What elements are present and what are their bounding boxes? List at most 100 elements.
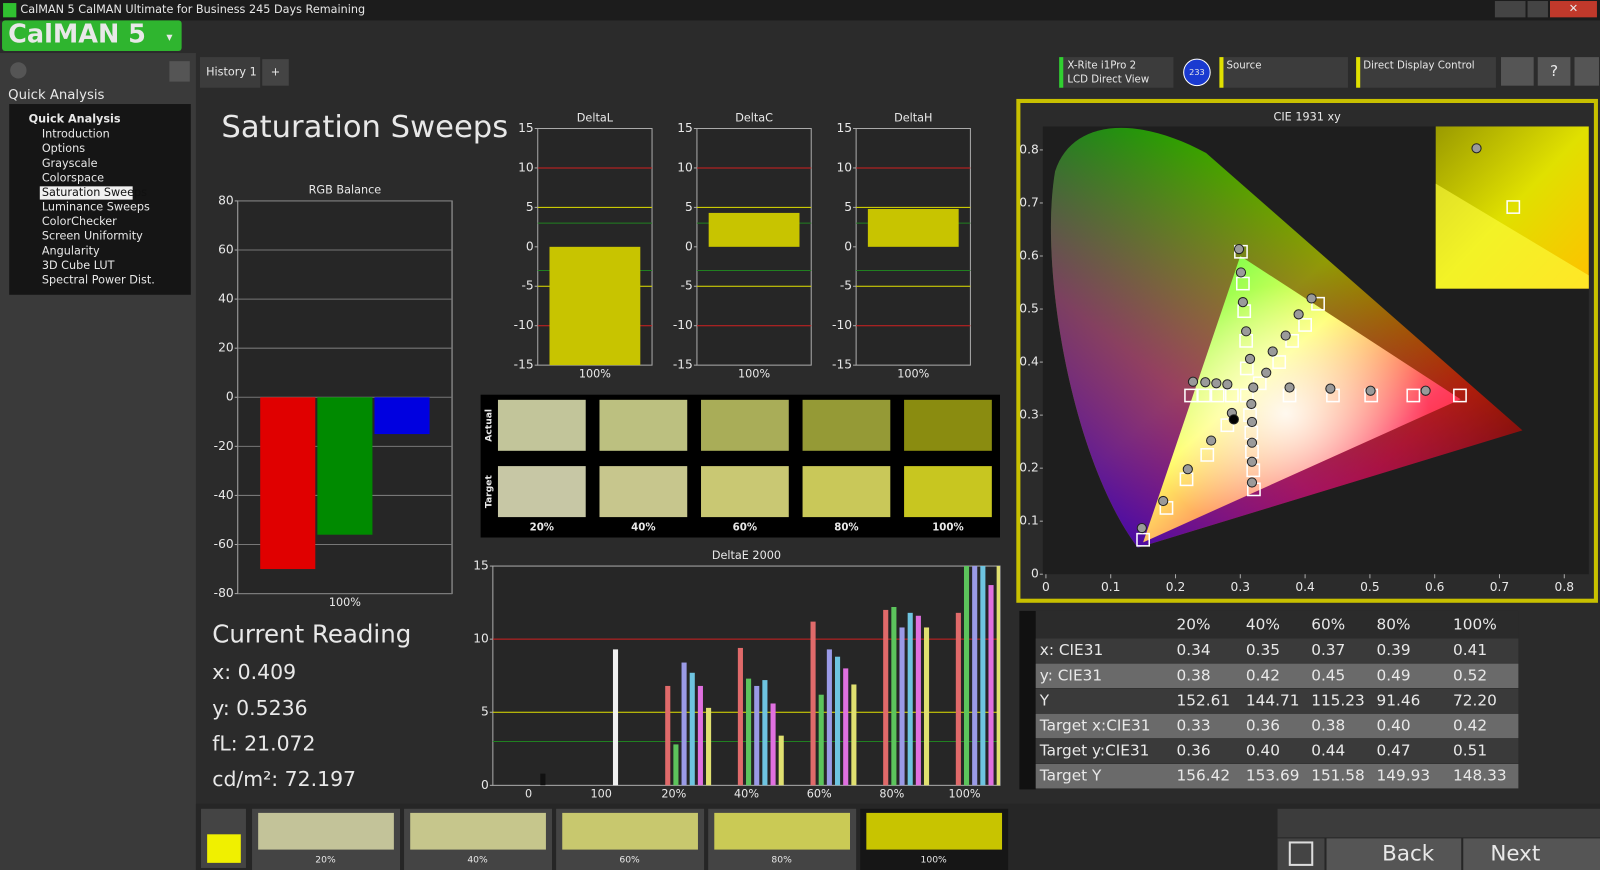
y-tick-label: -10 <box>832 318 852 332</box>
actual-patch <box>497 399 586 451</box>
patches: Actual Target 20% 40% 60% 80% 100% <box>483 399 992 533</box>
measured-point <box>1284 382 1295 393</box>
table-cell: 0.45 <box>1311 666 1345 684</box>
sidebar-collapse[interactable] <box>169 61 190 82</box>
tree-item[interactable]: Grayscale <box>42 157 98 170</box>
y-tick-label: 5 <box>526 200 534 214</box>
swatch-color <box>866 812 1003 850</box>
measured-point <box>1293 309 1304 320</box>
bar <box>955 612 961 786</box>
tree-item[interactable]: ColorChecker <box>42 215 117 228</box>
cie-panel-border <box>1016 98 1598 603</box>
y-tick-label: 5 <box>685 200 693 214</box>
bar <box>681 662 687 786</box>
maximize-button[interactable] <box>1527 1 1548 18</box>
y-tick-label: 0 <box>844 239 852 253</box>
display-status <box>1356 57 1361 88</box>
x-tick-label: 80% <box>879 788 904 801</box>
source-select[interactable] <box>1219 57 1348 88</box>
tree-item[interactable]: Spectral Power Dist. <box>42 273 155 286</box>
meter-name: X-Rite i1Pro 2 <box>1067 60 1136 71</box>
x-tick-label: 60% <box>807 788 832 801</box>
table-cell: 0.38 <box>1311 716 1345 734</box>
tree-item[interactable]: Saturation Sweeps <box>42 186 147 199</box>
target-point <box>1506 200 1521 214</box>
swatch-color <box>410 812 546 850</box>
swatch-label: 40% <box>467 854 488 865</box>
panel-collapse[interactable] <box>1574 57 1599 86</box>
minimize-button[interactable] <box>1494 1 1526 18</box>
bar <box>980 566 986 786</box>
measured-point <box>1222 379 1233 390</box>
measured-point <box>1280 330 1291 341</box>
swatch-label: 60% <box>619 854 640 865</box>
add-tab[interactable] <box>262 59 289 86</box>
settings-button[interactable] <box>1501 57 1534 86</box>
y-tick-label: 0 <box>1031 567 1039 581</box>
measured-point <box>1246 416 1258 428</box>
tree-item[interactable]: Luminance Sweeps <box>42 201 150 214</box>
target-patch <box>599 466 688 518</box>
table-row <box>1035 713 1519 739</box>
display-select[interactable] <box>1356 57 1496 88</box>
bar-chart: DeltaH -15 -10 -5 0 5 10 15 100% <box>832 111 971 380</box>
y-tick-label: -40 <box>214 488 234 502</box>
table-cell: 144.71 <box>1246 691 1300 709</box>
next-button[interactable] <box>1463 838 1600 870</box>
tree-root[interactable]: Quick Analysis <box>29 112 121 125</box>
tree-item[interactable]: Introduction <box>42 128 110 141</box>
x-tick-label: 100% <box>948 788 980 801</box>
table-cell: 0.36 <box>1177 742 1211 760</box>
row-label: Target Y <box>1039 767 1102 785</box>
help-button[interactable] <box>1537 57 1571 86</box>
swatch-color <box>258 812 394 850</box>
reading-line: fL: 21.072 <box>212 732 315 756</box>
chart-title: DeltaH <box>894 111 932 124</box>
target-point <box>1453 388 1467 403</box>
measured-point <box>1200 377 1211 388</box>
bar <box>963 566 970 786</box>
bar <box>706 707 712 786</box>
measured-point <box>1244 353 1256 364</box>
y-tick-label: -10 <box>514 318 534 332</box>
reading-lines: x: 0.409 y: 0.5236 fL: 21.072 cd/m²: 72.197 <box>212 660 356 791</box>
meter-badge[interactable] <box>1183 58 1211 87</box>
tree-item[interactable]: Screen Uniformity <box>42 230 143 243</box>
swatch-label: 100% <box>921 854 948 865</box>
row-label: Y <box>1039 691 1050 709</box>
table-body: 20% 40% 60% 80% 100% x: CIE31 0.34 0.35 0.37 0.39… <box>1035 616 1519 789</box>
back-button[interactable] <box>1326 838 1462 870</box>
bar <box>708 212 800 247</box>
sidebar-pin[interactable] <box>10 62 27 79</box>
tree-item[interactable]: 3D Cube LUT <box>42 259 115 272</box>
swatch-color <box>562 812 698 850</box>
reading-line: x: 0.409 <box>212 660 296 684</box>
y-tick-label: 5 <box>844 200 852 214</box>
row-label: Target x:CIE31 <box>1039 716 1151 734</box>
y-tick-label: 0.7 <box>1019 195 1038 209</box>
target-point <box>1272 355 1287 369</box>
patch-row-label: Target <box>483 475 494 509</box>
x-tick-label: 0.5 <box>1360 580 1379 594</box>
tree-item[interactable]: Colorspace <box>42 171 104 184</box>
bars <box>867 208 959 247</box>
tree-item[interactable]: Angularity <box>42 244 100 257</box>
column-header: 60% <box>1311 616 1345 634</box>
x-tick-label: 0.3 <box>1231 580 1250 594</box>
bars <box>260 397 430 570</box>
close-button[interactable] <box>1550 1 1597 18</box>
tree-item[interactable]: Options <box>42 142 85 155</box>
bar <box>737 647 743 786</box>
table-cell: 0.47 <box>1377 742 1411 760</box>
logo-button[interactable] <box>2 20 182 51</box>
y-tick-label: -5 <box>521 279 533 293</box>
tab[interactable] <box>200 57 261 88</box>
bar <box>883 609 889 786</box>
reading-title: Current Reading <box>212 619 411 648</box>
row-label: y: CIE31 <box>1040 666 1102 684</box>
measured-point <box>1306 293 1317 304</box>
meter-select[interactable] <box>1059 57 1174 88</box>
sidebar-heading: Quick Analysis <box>8 88 104 103</box>
swatch-label: 20% <box>315 854 336 865</box>
